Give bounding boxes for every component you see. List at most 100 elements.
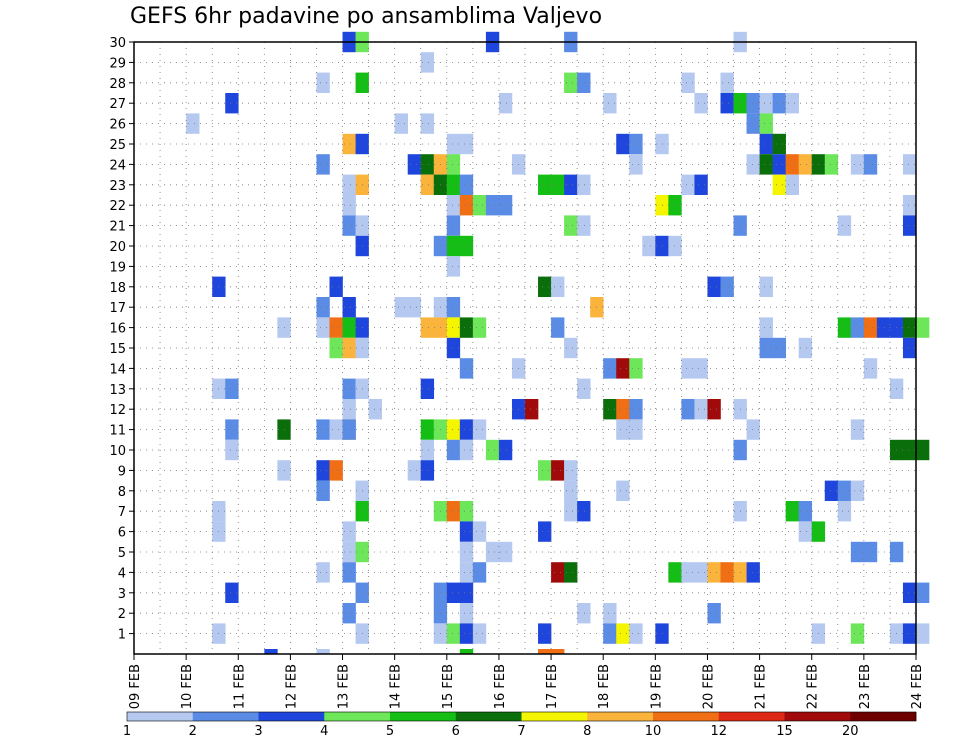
heat-cell: [759, 93, 773, 114]
x-tick-label: 14 FEB: [389, 664, 404, 709]
heat-cell: [316, 72, 330, 93]
heat-cell: [420, 154, 435, 175]
legend-label: 3: [254, 724, 262, 739]
heat-cell: [446, 133, 461, 155]
heat-cell: [564, 460, 578, 481]
x-tick-label: 12 FEB: [284, 664, 299, 709]
legend-label: 5: [386, 724, 394, 739]
heat-cell: [629, 419, 643, 440]
heat-cell: [264, 649, 278, 654]
y-tick-label: 3: [118, 587, 126, 602]
heat-cell: [551, 174, 565, 195]
heat-cell: [225, 582, 239, 603]
heat-cell: [876, 317, 891, 338]
y-tick-label: 7: [118, 505, 126, 520]
y-tick-label: 11: [109, 424, 126, 439]
heat-cell: [498, 439, 513, 461]
heat-cell: [681, 562, 695, 583]
heat-cell: [824, 154, 839, 175]
heat-cell: [342, 541, 356, 563]
x-tick-label: 18 FEB: [597, 664, 612, 709]
heat-cell: [798, 521, 813, 542]
color-legend: 1 2 3 4 5 6 7 8 10 12 15 20: [123, 711, 917, 739]
heat-cell: [746, 562, 760, 583]
heat-cell: [329, 276, 343, 297]
y-tick-label: 17: [109, 301, 126, 316]
heat-cell: [629, 623, 643, 644]
heat-cell: [394, 113, 408, 134]
heat-cell: [551, 649, 565, 654]
y-tick-label: 6: [118, 526, 126, 541]
heat-cell: [902, 215, 917, 236]
heat-cell: [902, 317, 917, 338]
heat-cell: [551, 317, 565, 338]
heat-cell: [798, 501, 813, 522]
heat-cell: [459, 521, 474, 542]
heat-cell: [459, 174, 474, 195]
heat-cell: [616, 133, 630, 155]
legend-swatch: [587, 712, 654, 721]
y-tick-label: 1: [118, 628, 126, 643]
heat-cell: [420, 317, 435, 338]
heat-cell: [186, 113, 200, 134]
heat-cell: [720, 93, 734, 114]
heat-cell: [446, 297, 461, 318]
heat-cell: [316, 562, 330, 583]
heat-cell: [459, 541, 474, 563]
y-tick-label: 26: [109, 118, 126, 133]
y-tick-label: 8: [118, 485, 126, 500]
heat-cell: [368, 399, 382, 420]
x-tick-label: 19 FEB: [649, 664, 664, 709]
heat-cell: [446, 174, 461, 195]
heat-cell: [420, 419, 435, 440]
y-tick-label: 13: [109, 383, 126, 398]
heat-cell: [342, 521, 356, 542]
chart-title: GEFS 6hr padavine po ansamblima Valjevo: [130, 4, 603, 29]
y-tick-label: 27: [109, 97, 126, 112]
heat-cell: [759, 337, 773, 359]
heat-cell: [459, 649, 474, 654]
heat-cell: [603, 93, 617, 114]
heat-cell: [459, 439, 474, 461]
heat-cell: [485, 439, 500, 461]
heat-cell: [538, 460, 552, 481]
heat-cell: [616, 623, 630, 644]
legend-label: 15: [776, 724, 793, 739]
heat-cell: [577, 378, 591, 399]
heat-cell: [498, 195, 513, 216]
heat-cell: [785, 93, 799, 114]
heat-cell: [459, 419, 474, 440]
heat-cell: [342, 337, 356, 359]
heat-cell: [316, 317, 330, 338]
heat-cell: [863, 358, 878, 379]
heat-cell: [446, 317, 461, 338]
legend-swatch: [521, 712, 588, 721]
heat-cell: [446, 419, 461, 440]
heat-cell: [916, 317, 930, 338]
heat-cell: [694, 399, 708, 420]
heat-cell: [902, 582, 917, 603]
heat-cell: [472, 562, 487, 583]
heat-cell: [616, 358, 630, 379]
heat-cell: [603, 358, 617, 379]
heat-cell: [420, 378, 435, 399]
heat-cell: [707, 562, 721, 583]
heat-cell: [564, 480, 578, 501]
heat-cell: [564, 337, 578, 359]
heat-cell: [342, 317, 356, 338]
heat-cell: [446, 623, 461, 644]
heat-cell: [420, 439, 435, 461]
heat-cell: [746, 154, 760, 175]
heat-cell: [564, 215, 578, 236]
x-tick-label: 10 FEB: [180, 664, 195, 709]
y-tick-label: 15: [109, 342, 126, 357]
heat-cell: [538, 276, 552, 297]
heat-cell: [772, 154, 786, 175]
heat-cell: [472, 195, 487, 216]
heat-cell: [863, 317, 878, 338]
heat-cell: [329, 337, 343, 359]
heat-cell: [707, 603, 721, 624]
y-tick-label: 12: [109, 403, 126, 418]
y-tick-label: 14: [109, 362, 126, 377]
